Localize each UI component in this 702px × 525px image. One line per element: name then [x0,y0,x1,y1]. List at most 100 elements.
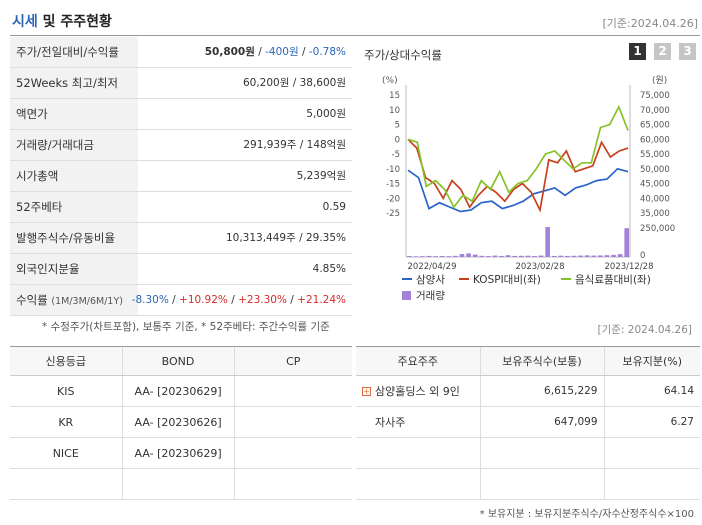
shares-cell: 647,099 [479,406,604,438]
table-row: 자사주 647,099 6.27 [356,406,700,438]
volume-bar [446,256,452,257]
return-3m: +10.92% [179,294,228,306]
left-tick-label: -15 [386,180,400,190]
volume-bar [505,255,511,257]
table-header-row: 신용등급 BOND CP [10,346,352,376]
left-tick-label: 5 [395,121,400,131]
left-tick-label: -5 [392,150,400,160]
col-header: 보유지분(%) [603,346,700,376]
series-line-KOSPI대비(좌) [407,138,629,213]
col-header: 주요주주 [356,346,480,376]
bond-cell: AA- [20230629] [121,437,234,469]
volume-bar [459,254,465,257]
volume-bar [426,255,432,257]
return-1m: -8.30% [131,294,169,306]
price-value: 50,800원 [204,46,255,58]
right-tick-label: 70,000 [640,106,670,116]
row-beta: 52주베타 0.59 [10,192,352,223]
row-market-cap: 시가총액 5,239억원 [10,161,352,192]
legend-label: 삼양사 [416,274,445,286]
table-row [10,468,352,500]
pct-cell: 6.27 [603,406,700,438]
return-6m: +23.30% [238,294,287,306]
market-note: * 수정주가(차트포함), 보통주 기준, * 52주베타: 주간수익률 기준 [42,321,330,333]
left-tick-label: 10 [389,106,400,116]
volume-bar [551,255,557,257]
volume-bar [486,256,491,257]
series-line-음식료품대비(좌) [407,104,629,209]
expand-icon[interactable]: + [362,387,371,396]
table-row [356,437,700,469]
price-change-pct: -0.78% [308,46,346,58]
agency-cell: KIS [10,375,122,407]
shareholders-table: 주요주주 보유주식수(보통) 보유지분(%) + 삼양홀딩스 외 9인 6,615… [356,346,700,500]
bond-cell: AA- [20230629] [121,375,234,407]
volume-bar [558,255,564,257]
row-label: 외국인지분율 [10,254,138,284]
left-axis-unit: (%) [382,76,398,86]
row-value: 10,313,449주 / 29.35% [225,232,346,244]
volume-bar [439,256,445,257]
volume-bar [406,256,412,257]
shareholders-note: * 보유지분 : 보유지분주식수/자수산정주식수×100 [479,509,694,520]
shares-cell [479,468,604,500]
table-row: KIS AA- [20230629] [10,375,352,407]
volume-bar [492,255,498,257]
holder-name-cell: 자사주 [356,406,480,438]
bond-cell: AA- [20230626] [121,406,234,438]
volume-bar [571,255,577,257]
holder-name-cell: + 삼양홀딩스 외 9인 [356,375,480,407]
volume-bar [591,255,597,257]
volume-bar [512,255,518,257]
cp-cell [233,375,352,407]
col-header: CP [233,346,352,376]
shares-cell: 6,615,229 [479,375,604,407]
row-value: 5,000원 [306,108,346,120]
chart-button-1[interactable]: 1 [629,43,646,60]
shares-cell [479,437,604,469]
section-header: 시세 및 주주현황 [기준:2024.04.26] [10,0,700,36]
series-line-삼양사 [407,167,629,213]
bond-cell [121,468,234,500]
cp-cell [233,437,352,469]
table-header-row: 주요주주 보유주식수(보통) 보유지분(%) [356,346,700,376]
agency-cell: NICE [10,437,122,469]
holder-name-cell [356,437,480,469]
row-value: 50,800원 / -400원 / -0.78% [204,46,346,58]
market-info-table: 주가/전일대비/수익률 50,800원 / -400원 / -0.78% 52W… [10,37,352,316]
title-accent: 시세 [12,14,38,30]
chart-title: 주가/상대수익률 [364,48,442,62]
volume-bar [499,255,504,257]
left-tick-label: -25 [386,209,400,219]
row-label: 수익률 (1M/3M/6M/1Y) [10,285,138,315]
table-row: + 삼양홀딩스 외 9인 6,615,229 64.14 [356,375,700,407]
legend-label: KOSPI대비(좌) [473,274,541,286]
left-tick-label: -20 [386,194,400,204]
legend-label: 거래량 [416,290,445,302]
left-tick-label: -10 [386,165,400,175]
row-par-value: 액면가 5,000원 [10,99,352,130]
volume-bar [518,255,524,257]
holder-name: 삼양홀딩스 외 9인 [375,385,460,398]
legend-label: 음식료품대비(좌) [575,274,651,286]
chart-button-3[interactable]: 3 [679,43,696,60]
volume-bar [624,228,630,257]
volume-tick-label: 0 [640,251,645,261]
pct-cell [603,468,700,500]
volume-bar [479,255,485,257]
row-value: 60,200원 / 38,600원 [242,77,346,89]
row-value: 291,939주 / 148억원 [243,139,346,151]
x-tick-label: 2023/02/28 [516,262,565,272]
chart-button-2[interactable]: 2 [654,43,671,60]
col-header: 보유주식수(보통) [479,346,604,376]
pct-cell: 64.14 [603,375,700,407]
right-tick-label: 55,000 [640,150,670,160]
col-header: BOND [121,346,234,376]
right-axis-unit: (원) [652,75,667,86]
credit-rating-table: 신용등급 BOND CP KIS AA- [20230629] KR AA- [… [10,346,352,500]
row-52weeks: 52Weeks 최고/최저 60,200원 / 38,600원 [10,68,352,99]
pct-cell [603,437,700,469]
volume-bar [433,256,438,257]
x-tick-label: 2022/04/29 [408,262,457,272]
